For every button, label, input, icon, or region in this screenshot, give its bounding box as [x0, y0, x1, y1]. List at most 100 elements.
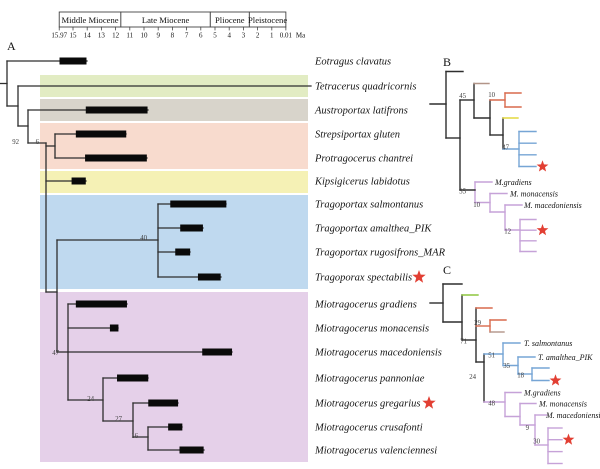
taxon-label: Miotragocerus pannoniae	[314, 374, 425, 385]
taxon-label: M. monacensis	[538, 400, 587, 409]
support-value: 12	[504, 229, 511, 236]
taxon-label: Strepsiportax gluten	[315, 130, 400, 141]
tick-label: 1	[270, 32, 274, 40]
taxon-label: Miotragocerus macedoniensis	[314, 348, 442, 359]
epoch-label: Middle Miocene	[62, 15, 119, 25]
tick-label: 0.01	[280, 32, 293, 40]
tick-label: 10	[141, 32, 149, 40]
taxon-label: M. macedoniensis	[545, 411, 600, 420]
tick-label: 6	[199, 32, 203, 40]
support-value: 40	[140, 235, 147, 242]
support-value: 35	[459, 189, 466, 196]
star-icon	[536, 224, 549, 236]
taxon-label: Tetracerus quadricornis	[315, 82, 416, 93]
tick-label: 9	[156, 32, 160, 40]
taxon-label: Protragocerus chantrei	[314, 154, 413, 165]
fossil-range-bar	[148, 399, 179, 407]
tick-label: 5	[213, 32, 217, 40]
tick-label: 4	[227, 32, 231, 40]
fossil-range-bar	[180, 224, 203, 232]
panel-letter: C	[443, 263, 451, 277]
support-value: 24	[87, 396, 94, 403]
epoch-box	[248, 11, 287, 28]
fossil-range-bar	[175, 248, 191, 256]
support-value: 30	[533, 439, 540, 446]
taxon-label: Tragoporax spectabilis	[315, 273, 412, 284]
taxon-label: T. amalthea_PIK	[538, 353, 593, 362]
taxon-label: Eotragus clavatus	[314, 57, 391, 68]
support-value: 47	[52, 350, 59, 357]
support-value: 10	[473, 202, 480, 209]
taxon-label: Miotragocerus gregarius	[314, 399, 420, 410]
taxon-label: M. monacensis	[509, 190, 558, 199]
taxon-label: M.gradiens	[523, 389, 561, 398]
fossil-range-bar	[168, 423, 183, 431]
clade-band-blue	[40, 195, 308, 289]
fossil-range-bar	[197, 273, 221, 281]
taxon-label: M. macedoniensis	[523, 201, 582, 210]
support-value: 48	[488, 401, 495, 408]
tick-label: 15	[70, 32, 78, 40]
taxon-label: Tragoportax rugosifrons_MAR	[315, 248, 446, 259]
tick-label: 11	[126, 32, 133, 40]
tick-label: 3	[242, 32, 246, 40]
fossil-range-bar	[170, 200, 227, 208]
support-value: 45	[459, 93, 466, 100]
tick-label: 2	[256, 32, 260, 40]
fossil-range-bar	[59, 57, 87, 65]
taxon-label: Tragoportax salmontanus	[315, 200, 423, 211]
tick-label: 7	[185, 32, 189, 40]
taxon-label: Tragoportax amalthea_PIK	[315, 224, 432, 235]
tick-label: 13	[98, 32, 106, 40]
taxon-label: Miotragocerus monacensis	[314, 324, 429, 335]
tick-label: 14	[84, 32, 92, 40]
star-icon	[562, 433, 575, 445]
tick-label: 15.97	[51, 32, 67, 40]
fossil-range-bar	[71, 177, 86, 185]
support-value: 6	[36, 139, 40, 146]
taxon-label: Austroportax latifrons	[314, 106, 408, 117]
panel-letter: B	[443, 55, 451, 69]
taxon-label: M.gradiens	[494, 178, 532, 187]
panel-letter: A	[7, 39, 16, 53]
support-value: 9	[526, 425, 530, 432]
taxon-label: Miotragocerus crusafonti	[314, 423, 423, 434]
epoch-label: Late Miocene	[142, 15, 190, 25]
clade-band-purple	[40, 292, 308, 462]
tick-label: 12	[112, 32, 120, 40]
fossil-range-bar	[75, 300, 127, 308]
fossil-range-bar	[85, 154, 147, 162]
star-icon	[422, 396, 436, 409]
fossil-range-bar	[85, 106, 148, 114]
support-value: 10	[488, 92, 495, 99]
star-icon	[549, 374, 562, 386]
star-icon	[536, 160, 549, 172]
epoch-label: Pleistocene	[248, 15, 287, 25]
support-value: 51	[488, 353, 495, 360]
clade-band-yellow	[40, 171, 308, 193]
fossil-range-bar	[117, 374, 149, 382]
taxon-label: Miotragocerus gradiens	[314, 300, 417, 311]
clade-band-salmon	[40, 123, 308, 169]
clade-band-gray	[40, 99, 308, 121]
support-value: 47	[502, 145, 509, 152]
star-icon	[412, 270, 426, 283]
support-value: 71	[460, 339, 467, 346]
support-value: 35	[503, 363, 510, 370]
support-value: 16	[131, 433, 138, 440]
support-value: 92	[12, 139, 19, 146]
support-value: 18	[517, 373, 524, 380]
tick-label: 8	[171, 32, 175, 40]
taxon-label: Miotragocerus valenciennesi	[314, 446, 437, 457]
support-value: 29	[474, 320, 481, 327]
fossil-range-bar	[75, 130, 127, 138]
support-value: 24	[469, 374, 476, 381]
fossil-range-bar	[179, 446, 204, 454]
epoch-label: Pliocene	[215, 15, 245, 25]
taxon-label: Kipsigicerus labidotus	[314, 177, 410, 188]
taxon-label: T. salmontanus	[524, 339, 572, 348]
fossil-range-bar	[109, 324, 119, 332]
time-unit-label: Ma	[296, 32, 306, 40]
